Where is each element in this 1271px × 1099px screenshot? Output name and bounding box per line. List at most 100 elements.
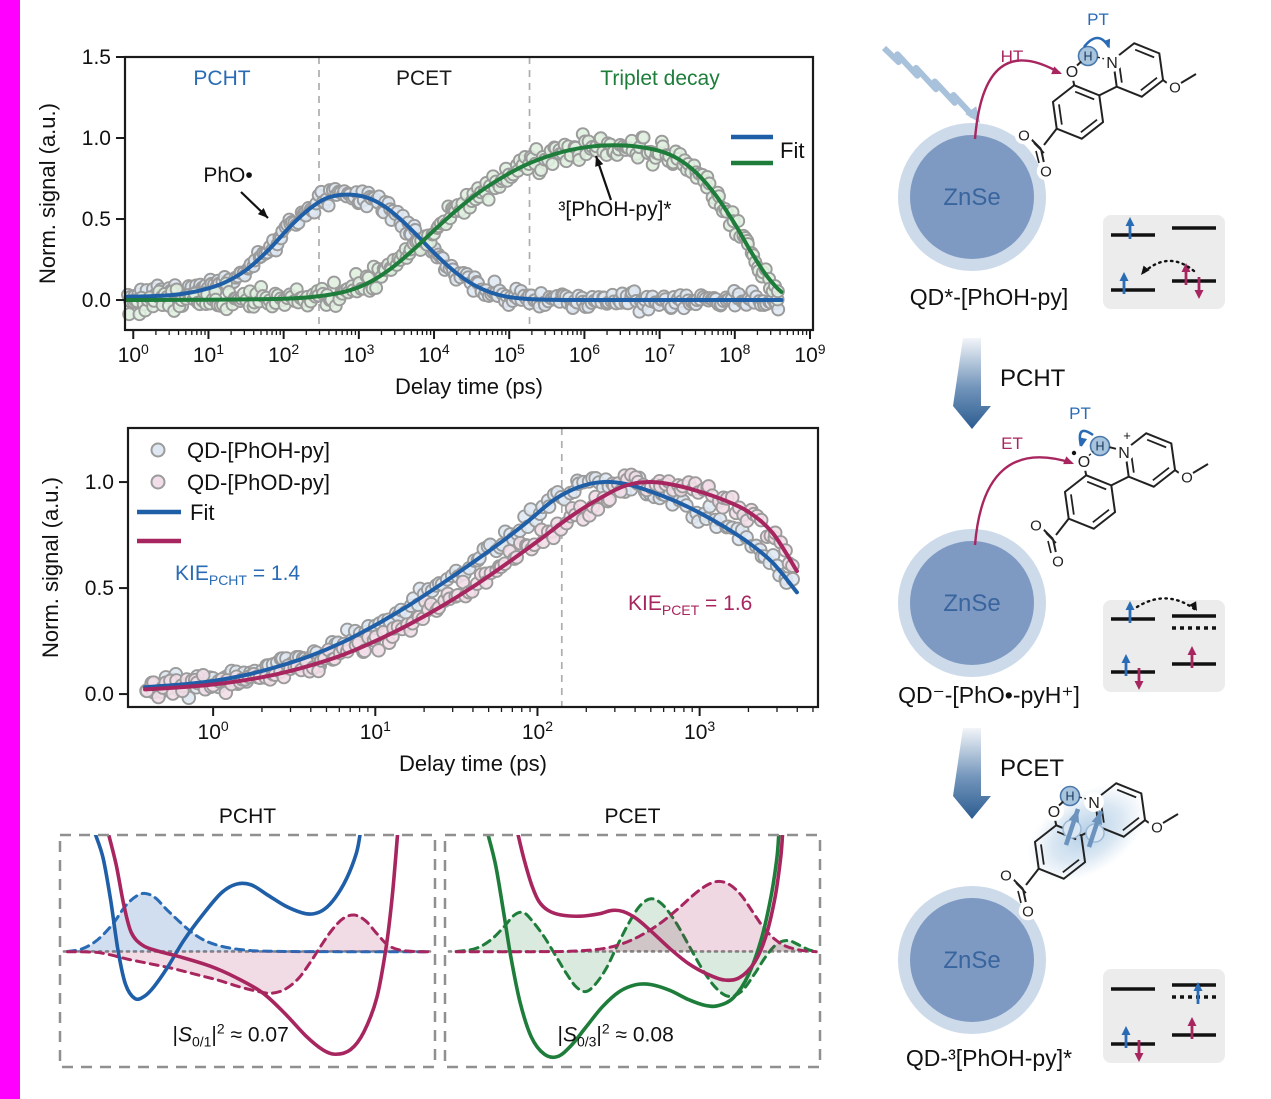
arrowhead	[1051, 66, 1062, 75]
reactant-wavefunction-fill	[67, 893, 428, 952]
proton-h-icon: H	[1089, 435, 1111, 457]
x-tick-label: 103	[343, 341, 374, 367]
qd-core	[910, 541, 1034, 665]
x-axis-ticks: 100 101 102 103 104 105 106 107 108 109	[118, 330, 826, 367]
panel-pcet: PCET |S0/3|2 ≈ 0.08	[443, 805, 822, 1069]
arrowhead	[1091, 811, 1103, 826]
transfer-dotted-arc	[1135, 597, 1199, 613]
fit-line	[124, 143, 784, 303]
triplet-excitation-icon	[1062, 808, 1105, 848]
x-tick-label: 102	[522, 718, 553, 744]
n-plus-charge: +	[1123, 428, 1131, 443]
x-tick-label: 108	[719, 341, 750, 367]
atom-label: O	[1181, 469, 1193, 486]
product-wavefunction	[66, 913, 433, 995]
radical-dot	[1071, 450, 1077, 456]
spin-up-arrow	[1187, 1017, 1197, 1026]
atom-label: N	[1118, 445, 1130, 462]
spin-up-arrow	[1187, 646, 1197, 655]
y-axis-title: Norm. signal (a.u.)	[35, 103, 60, 284]
atom-label: O	[1040, 163, 1052, 180]
region-label-pcet: PCET	[396, 67, 452, 90]
chart-kinetics_full: 100 101 102 103 104 105 106 107 108 109 0.0 0.5 1.0 1…	[35, 46, 826, 399]
panel-title: PCET	[604, 805, 660, 828]
atom-label: O	[1066, 64, 1078, 81]
x-tick-label: 106	[569, 341, 600, 367]
spin-up-arrow	[1121, 654, 1131, 663]
spin-down-arrow	[1134, 681, 1144, 690]
spin-up-arrow	[1121, 1026, 1131, 1035]
step-arrow-label: PCET	[1000, 755, 1064, 782]
h-label: H	[1083, 50, 1092, 64]
reactant-wavefunction	[454, 897, 818, 998]
energy-diagram	[1103, 969, 1225, 1063]
fit-line	[143, 480, 799, 692]
x-tick-label: 107	[644, 341, 675, 367]
overlap-label: |S0/3|2 ≈ 0.08	[557, 1020, 673, 1049]
carboxylate-linker: OO	[996, 865, 1040, 920]
x-tick-label: 104	[418, 341, 449, 367]
arrowhead	[595, 156, 604, 167]
x-tick-label: 101	[360, 718, 391, 744]
h-label: H	[1065, 790, 1074, 804]
spin-up-arrow	[1181, 263, 1191, 272]
y-tick-label: 0.0	[85, 683, 114, 706]
region-label-triplet: Triplet decay	[600, 67, 720, 90]
reactant-potential	[486, 835, 781, 1060]
pt-arrow	[1078, 429, 1094, 447]
legend-series-label: QD-[PhOD-py]	[187, 470, 330, 495]
spin-up-arrow	[1119, 272, 1129, 281]
proton-h-icon: H	[1077, 45, 1099, 67]
step-caption: QD*-[PhOH-py]	[910, 284, 1068, 310]
legend-kie-chart: QD-[PhOH-py] QD-[PhOD-py] Fit	[137, 438, 330, 544]
arrowhead	[1079, 437, 1088, 447]
panel-title: PCHT	[219, 805, 276, 828]
spin-up-arrow	[1125, 601, 1135, 610]
x-tick-label: 103	[684, 718, 715, 744]
y-axis-ticks: 0.0 0.5 1.0 1.5	[82, 46, 125, 312]
arrowhead	[1063, 456, 1074, 465]
atom-label: N	[1106, 55, 1118, 72]
qd-znse-label: ZnSe	[943, 947, 1000, 974]
y-axis-ticks: 0.0 0.5 1.0	[85, 471, 128, 706]
x-tick-label: 105	[494, 341, 525, 367]
arrowhead	[257, 208, 268, 218]
product-potential	[516, 835, 785, 983]
x-axis-ticks: 100 101 102 103	[198, 707, 814, 744]
annotation-triplet-state: ³[PhOH-py]*	[558, 198, 671, 221]
legend-fit-label: Fit	[190, 500, 214, 525]
h-label: H	[1095, 440, 1104, 454]
y-tick-label: 0.5	[82, 208, 111, 231]
ring	[1111, 42, 1165, 98]
et-arrow	[973, 456, 1073, 546]
ht-arrow	[973, 59, 1061, 140]
arrowhead	[1141, 265, 1150, 275]
atom-label: N	[1088, 795, 1100, 812]
spin-up-arrow	[1125, 217, 1135, 226]
product-wavefunction	[454, 879, 818, 954]
kie-pcet-label: KIEPCET = 1.6	[628, 592, 752, 618]
legend-fit-label: Fit	[780, 138, 804, 163]
x-tick-label: 100	[198, 718, 229, 744]
qd-znse-label: ZnSe	[943, 590, 1000, 617]
arrowhead	[1068, 809, 1080, 824]
qd-core	[910, 135, 1034, 259]
fit-line	[124, 192, 784, 303]
energy-diagram	[1103, 215, 1225, 309]
magenta-sidebar	[0, 0, 20, 1099]
chart-kie_compare: 100 101 102 103 0.0 0.5 1.0 Delay time (ps) Norm…	[38, 426, 820, 776]
x-axis-title: Delay time (ps)	[395, 374, 543, 399]
kie-pcht-label: KIEPCHT = 1.4	[175, 562, 300, 588]
plot-frame	[123, 55, 815, 332]
ring	[1123, 432, 1177, 488]
y-axis-title: Norm. signal (a.u.)	[38, 477, 63, 658]
atom-label: O	[1018, 127, 1030, 144]
atom-label: O	[1078, 454, 1090, 471]
pcet-step-arrow: PCET	[953, 728, 1064, 819]
qd-core	[910, 898, 1034, 1022]
x-axis-title: Delay time (ps)	[399, 751, 547, 776]
